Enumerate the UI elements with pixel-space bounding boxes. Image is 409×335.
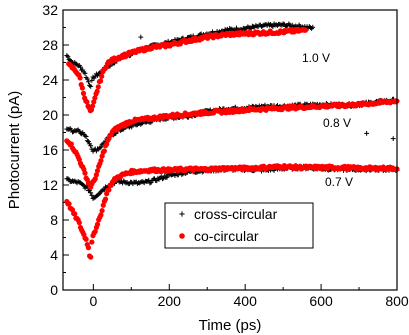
cross-circular-point	[86, 79, 91, 85]
cross-circular-point	[83, 134, 89, 139]
cross-circular-point	[268, 22, 274, 27]
co-circular-point	[77, 75, 83, 81]
co-circular-point	[90, 103, 96, 109]
plot-frame	[62, 9, 398, 291]
co-circular-point	[85, 245, 92, 251]
co-circular-point	[94, 168, 101, 174]
cross-circular-point	[84, 138, 90, 144]
co-circular-point	[89, 239, 95, 245]
cross-circular-point	[364, 130, 370, 136]
y-tick-label: 4	[50, 247, 58, 263]
legend-marker-cross-circular	[179, 211, 185, 217]
co-circular-point	[92, 176, 98, 182]
y-tick-label: 0	[50, 282, 58, 298]
co-circular-point	[98, 212, 104, 218]
annotation-0-7v: 0.7 V	[325, 175, 353, 189]
x-axis-title: Time (ps)	[199, 317, 262, 334]
cross-circular-point	[88, 84, 94, 89]
x-tick-label: 800	[385, 293, 409, 309]
cross-circular-point	[138, 122, 144, 127]
co-circular-point	[179, 233, 185, 239]
co-circular-point	[80, 90, 87, 96]
y-tick-label: 8	[50, 212, 58, 228]
cross-circular-point	[390, 136, 396, 142]
cross-circular-point	[310, 24, 316, 30]
x-tick-label: 600	[309, 293, 333, 309]
x-tick-label: 0	[89, 293, 97, 309]
cross-circular-point	[84, 76, 90, 82]
co-circular-point	[66, 201, 72, 207]
co-circular-point	[88, 254, 94, 260]
cross-circular-point	[78, 64, 83, 70]
cross-circular-point	[98, 144, 104, 150]
co-circular-point	[83, 236, 89, 242]
cross-circular-point	[90, 74, 96, 80]
co-circular-point	[76, 220, 82, 226]
co-circular-point	[79, 85, 85, 91]
x-tick-label: 400	[234, 293, 258, 309]
co-circular-point	[94, 221, 101, 227]
co-circular-point	[68, 141, 74, 147]
legend-marker-co-circular	[179, 233, 185, 239]
co-circular-point	[92, 228, 98, 235]
cross-circular-point	[123, 180, 129, 186]
data-points-layer	[64, 21, 400, 260]
legend-label-co-circular: co-circular	[194, 228, 259, 244]
co-circular-point	[99, 73, 105, 79]
co-circular-point	[92, 95, 98, 101]
co-circular-point	[94, 88, 100, 94]
cross-circular-point	[164, 174, 170, 180]
cross-circular-point	[86, 139, 91, 144]
legend-box	[164, 202, 314, 249]
co-circular-point	[102, 196, 109, 202]
co-circular-point	[95, 84, 101, 90]
cross-circular-point	[138, 34, 144, 40]
co-circular-point	[91, 99, 97, 105]
cross-circular-point	[65, 176, 71, 182]
cross-circular-point	[66, 127, 72, 132]
co-circular-point	[97, 78, 104, 84]
y-tick-label: 20	[42, 107, 58, 123]
y-tick-label: 24	[42, 72, 58, 88]
annotation-0-8v: 0.8 V	[323, 116, 351, 130]
cross-circular-point	[179, 211, 185, 217]
cross-circular-point	[89, 78, 95, 83]
y-tick-label: 16	[42, 142, 58, 158]
tick-labels-layer: 0 200 400 600 800 0 4 8 12 16 20 24 28 32	[42, 2, 408, 309]
annotation-1v: 1.0 V	[302, 51, 330, 65]
co-circular-point	[98, 157, 104, 164]
co-circular-point	[106, 187, 112, 193]
y-axis-title: Photocurrent (pA)	[6, 91, 23, 209]
co-circular-point	[302, 27, 309, 33]
cross-circular-point	[65, 54, 71, 60]
cross-circular-point	[88, 143, 94, 149]
co-circular-point	[101, 148, 107, 154]
cross-circular-point	[88, 190, 94, 196]
cross-circular-point	[82, 70, 88, 76]
co-circular-point	[72, 211, 78, 217]
y-tick-label: 32	[42, 2, 58, 18]
legend: cross-circular co-circular	[164, 202, 314, 249]
co-circular-point	[99, 153, 105, 159]
cross-circular-point	[87, 82, 92, 88]
x-tick-label: 200	[158, 293, 182, 309]
y-tick-label: 12	[42, 177, 58, 193]
y-tick-label: 28	[42, 37, 58, 53]
co-circular-point	[93, 172, 99, 178]
co-circular-point	[99, 207, 105, 214]
cross-circular-point	[89, 192, 95, 198]
co-circular-point	[84, 99, 90, 105]
cross-circular-point	[140, 179, 146, 185]
legend-label-cross-circular: cross-circular	[194, 206, 278, 222]
co-circular-point	[82, 170, 88, 176]
